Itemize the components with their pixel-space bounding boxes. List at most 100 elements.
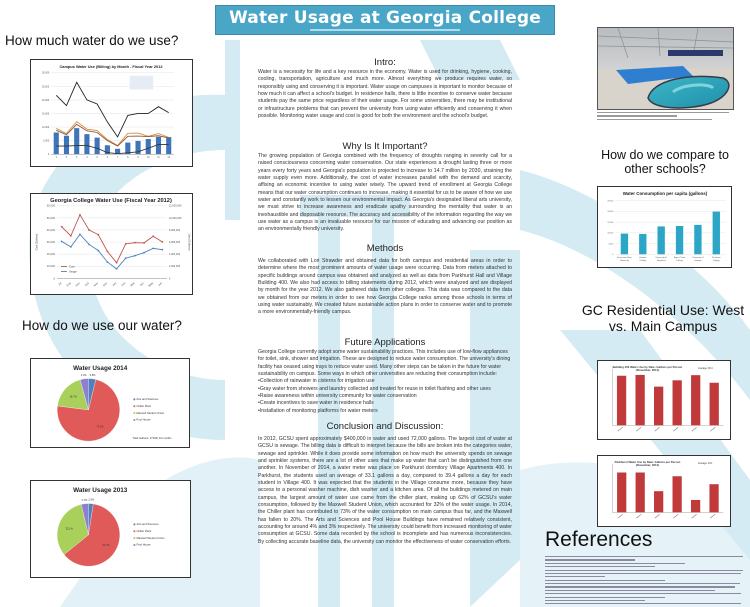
series-line xyxy=(56,121,169,147)
y-tick-label: 20,000 xyxy=(42,100,50,102)
y-tick-label: 30,000 xyxy=(42,73,50,75)
section-title: Conclusion and Discussion: xyxy=(326,421,444,432)
legend-swatch xyxy=(133,412,136,414)
x-tick-label: 9 xyxy=(137,157,139,159)
x-tick-label xyxy=(654,426,660,432)
chart-title: Water Usage 2013 xyxy=(73,487,128,494)
bar xyxy=(675,225,684,255)
legend-swatch xyxy=(133,398,136,401)
slice-label: 2.5% xyxy=(88,499,95,502)
bar xyxy=(617,472,627,513)
series-line xyxy=(55,81,169,138)
section-text: In 2012, GCSU spent approximately $400,0… xyxy=(258,436,512,545)
bar xyxy=(672,476,682,513)
section-title: Intro: xyxy=(374,57,396,68)
data-point xyxy=(161,248,164,251)
bar xyxy=(694,224,702,255)
heading-how-much: How much water do we use? xyxy=(5,33,179,48)
legend-swatch xyxy=(133,419,136,421)
poster-title: Water Usage at Georgia College xyxy=(228,8,542,28)
data-table xyxy=(129,75,154,90)
x-tick-label: Oct xyxy=(84,281,90,287)
legend-label: Maxwell Student Union xyxy=(136,411,164,415)
slice-label: 18.7% xyxy=(70,396,78,399)
bullet-item: Collection of rainwater in cisterns for … xyxy=(258,378,512,385)
chart-title: Georgia College Water Use (Fiscal Year 2… xyxy=(50,198,172,204)
x-tick-label: 3 xyxy=(76,157,78,159)
pie-slice xyxy=(63,503,120,567)
y-tick-label: 60,000 xyxy=(47,204,56,208)
references-heading: References xyxy=(545,528,653,551)
x-tick-label: 1 xyxy=(56,157,58,159)
bar xyxy=(145,139,151,155)
data-point xyxy=(115,268,118,270)
x-tick-label: Mar xyxy=(129,281,135,287)
data-point xyxy=(79,213,81,216)
legend-label: Arts and Sciences xyxy=(136,397,159,401)
x-tick-label: Sep xyxy=(74,281,81,288)
bullet-item: Raise awareness within university commun… xyxy=(258,393,512,400)
legend-label: Chiller Plant xyxy=(136,529,151,533)
data-point xyxy=(161,241,164,243)
x-tick-label: Jan xyxy=(111,281,117,287)
chart-billing: Campus Water Use (Billing) by Month - Fi… xyxy=(30,59,193,167)
bar xyxy=(672,380,682,426)
y2-tick-label: 0 xyxy=(169,277,171,280)
data-point xyxy=(60,240,63,243)
x-tick-label xyxy=(617,426,623,432)
chart-title: Campus Water Use (Billing) by Month - Fi… xyxy=(59,64,163,69)
data-point xyxy=(88,229,90,231)
y-tick-label: 10000 xyxy=(607,233,614,235)
y-tick-label: 40,000 xyxy=(47,228,56,232)
y-tick-label: 15,000 xyxy=(42,113,50,115)
pie-slice xyxy=(79,378,89,410)
data-point xyxy=(143,251,145,254)
pie-slice xyxy=(57,379,120,442)
data-point xyxy=(97,233,100,236)
x-tick-label xyxy=(710,426,716,432)
section-why: Why Is It Important? The growing populat… xyxy=(258,141,512,234)
series-line-usage xyxy=(61,233,163,270)
section-text: Georgia College currently adopt some wat… xyxy=(258,349,511,378)
bullet-item: Create incentives to save water in resid… xyxy=(258,400,512,407)
legend-swatch xyxy=(133,537,136,539)
x-tick-label: Georgia College xyxy=(639,257,647,262)
x-tick-label: 5 xyxy=(96,157,98,159)
bar xyxy=(657,226,665,255)
bar xyxy=(635,472,645,513)
y-tick-label: 15000 xyxy=(607,222,614,224)
bar xyxy=(84,134,90,155)
slice-label: 3.7% xyxy=(81,499,88,502)
chart-pie-2014: Water Usage 2014 3.8% Arts and Sciences 73.… xyxy=(30,358,190,448)
x-tick-label: Aug xyxy=(65,281,72,288)
legend-label: Pool House xyxy=(136,418,151,422)
bar xyxy=(104,145,110,155)
y-tick-label: 0 xyxy=(54,276,56,280)
legend-label: Pool House xyxy=(136,543,151,547)
y2-tick-label: 8,000,000 xyxy=(169,229,181,232)
x-tick-label: May xyxy=(147,281,154,288)
x-tick-label: Kennesaw State University xyxy=(617,256,633,262)
bar xyxy=(63,135,70,155)
heading-compare: How do we compare to other schools? xyxy=(601,148,729,176)
y2-tick-label: 2,000,000 xyxy=(169,265,181,268)
x-tick-label: 6 xyxy=(107,157,109,159)
x-tick-label: 2 xyxy=(66,157,68,159)
section-conclusion: Conclusion and Discussion: In 2012, GCSU… xyxy=(258,421,512,546)
data-point xyxy=(88,243,90,246)
heading-residential: GC Residential Use: West vs. Main Campus xyxy=(581,302,745,334)
section-text: Water is a necessity for life and a key … xyxy=(258,69,512,120)
x-tick-label: 12 xyxy=(167,157,170,159)
x-tick-label: 4 xyxy=(86,157,88,159)
slice-label: 61.7% xyxy=(103,544,111,547)
x-tick-label: University of Maryland xyxy=(656,256,668,262)
y-tick-label: 30,000 xyxy=(47,240,56,244)
legend-label: Usage xyxy=(69,269,77,273)
chart-title: Building 400 Water Use by Date: Gallons … xyxy=(613,365,683,372)
section-title: Methods xyxy=(366,243,404,254)
bar xyxy=(125,142,131,155)
bar xyxy=(620,233,629,255)
data-point xyxy=(143,242,145,244)
photo-caption xyxy=(597,112,734,122)
x-tick-label xyxy=(691,514,697,519)
